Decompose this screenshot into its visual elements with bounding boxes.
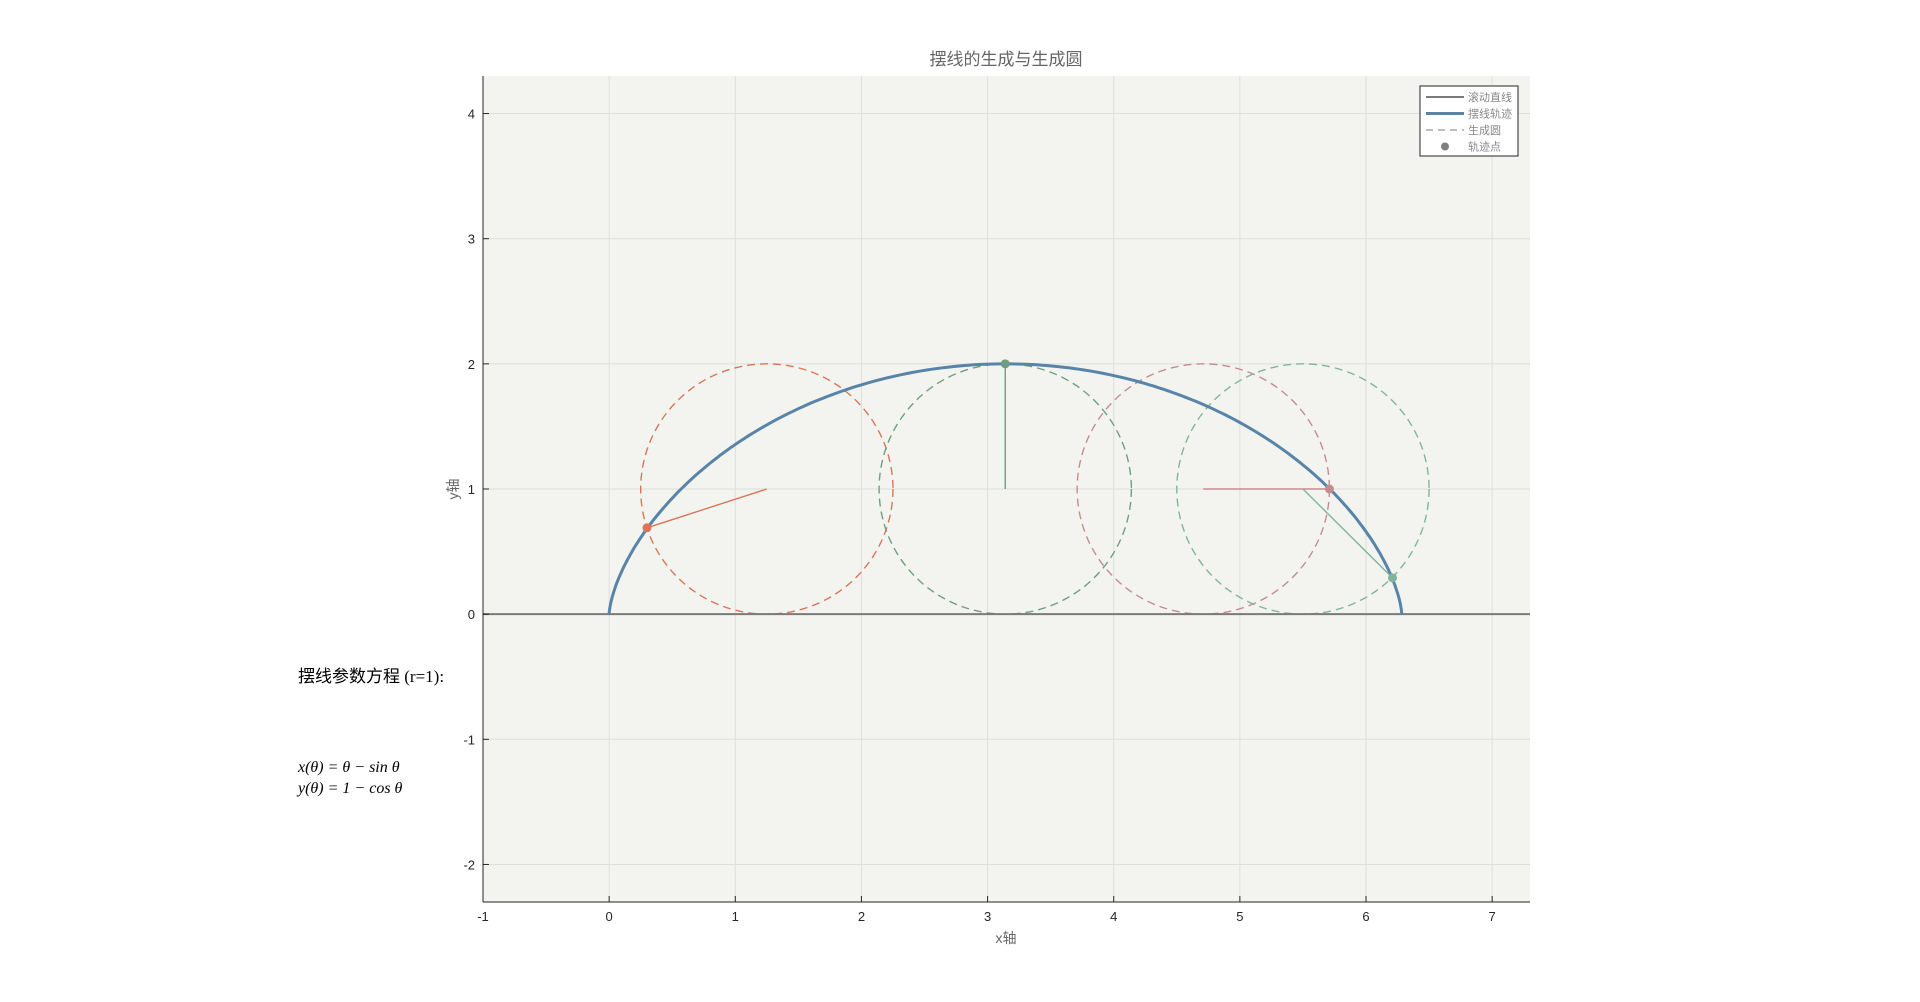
legend-label: 摆线轨迹: [1468, 107, 1512, 121]
x-tick-label: 1: [732, 909, 739, 924]
equation-x: x(θ) = θ − sin θ: [298, 759, 400, 776]
trace-point: [1000, 359, 1010, 369]
equation-y: y(θ) = 1 − cos θ: [298, 780, 403, 797]
trace-point: [642, 523, 652, 533]
x-tick-label: -1: [477, 909, 489, 924]
y-tick-label: 4: [468, 107, 475, 122]
trace-point: [1324, 484, 1334, 494]
y-tick-label: -2: [463, 857, 475, 872]
x-tick-label: 7: [1489, 909, 1496, 924]
x-tick-label: 6: [1362, 909, 1369, 924]
x-tick-label: 0: [606, 909, 613, 924]
radius-lines: [646, 363, 1393, 579]
y-tick-label: 0: [468, 607, 475, 622]
y-tick-label: -1: [463, 732, 475, 747]
trace-points: [642, 359, 1398, 583]
legend-label: 滚动直线: [1468, 90, 1512, 104]
x-axis-label: x轴: [996, 930, 1017, 946]
x-tick-label: 4: [1110, 909, 1117, 924]
chart-title: 摆线的生成与生成圆: [930, 50, 1083, 70]
axis-ticks: -1 0 1 2 3 4 5 6 7 -2 -1 0 1 2 3 4: [463, 107, 1495, 924]
y-tick-label: 2: [468, 357, 475, 372]
legend-label: 生成圆: [1468, 123, 1501, 137]
radius-line: [646, 488, 768, 529]
trace-point: [1388, 573, 1398, 583]
legend-label: 轨迹点: [1468, 140, 1501, 154]
equation-heading: 摆线参数方程 (r=1):: [298, 667, 445, 686]
y-tick-label: 3: [468, 232, 475, 247]
x-tick-label: 5: [1236, 909, 1243, 924]
x-tick-label: 2: [858, 909, 865, 924]
y-tick-label: 1: [468, 482, 475, 497]
x-tick-label: 3: [984, 909, 991, 924]
radius-line: [1302, 488, 1393, 579]
y-axis-label: y轴: [445, 479, 461, 500]
legend-swatch-point: [1441, 142, 1449, 151]
